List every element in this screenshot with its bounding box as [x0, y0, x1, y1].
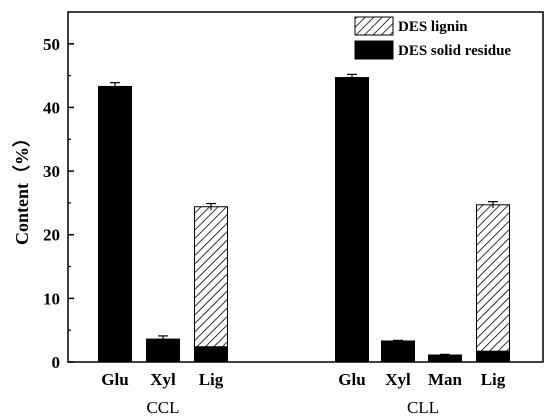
category-label: Xyl	[385, 370, 411, 389]
category-label: Lig	[199, 370, 224, 389]
legend-label-solid_residue: DES solid residue	[398, 43, 511, 59]
legend-label-lignin: DES lignin	[398, 19, 468, 35]
bar-solid-residue-CCL-Glu	[98, 85, 132, 363]
y-tick-label: 30	[43, 162, 60, 181]
category-label: Lig	[481, 370, 506, 389]
y-tick-label: 40	[43, 98, 60, 117]
category-label: Xyl	[150, 370, 176, 389]
y-tick-label: 0	[52, 353, 61, 372]
y-axis: 0 10 20 30 40 50	[43, 35, 74, 372]
bar-solid-residue-CLL-Man	[428, 354, 462, 363]
category-label: Man	[428, 370, 463, 389]
plot-frame	[67, 11, 544, 363]
bar-solid-residue-CLL-Glu	[335, 77, 369, 363]
bar-lignin-CCL-Lig	[194, 206, 228, 348]
legend-swatch-solid_residue	[354, 40, 394, 60]
bars-layer	[98, 73, 510, 363]
y-tick-label: 10	[43, 289, 60, 308]
group-label: CCL	[146, 398, 179, 417]
bar-solid-residue-CLL-Lig	[476, 350, 510, 363]
y-tick-label: 50	[43, 35, 60, 54]
category-label: Glu	[338, 370, 365, 389]
bar-solid-residue-CCL-Lig	[194, 346, 228, 363]
category-label: Glu	[101, 370, 128, 389]
group-label: CLL	[407, 398, 439, 417]
category-labels: Glu Xyl Lig CCL Glu Xyl Man Lig CLL	[101, 370, 505, 417]
y-tick-label: 20	[43, 226, 60, 245]
bar-solid-residue-CLL-Xyl	[381, 340, 415, 363]
bar-solid-residue-CCL-Xyl	[146, 338, 180, 363]
legend-swatch-lignin	[354, 16, 394, 36]
bar-lignin-CLL-Lig	[476, 204, 510, 352]
y-axis-label: Content（%）	[12, 129, 32, 245]
legend: DES lignin DES solid residue	[354, 16, 511, 60]
